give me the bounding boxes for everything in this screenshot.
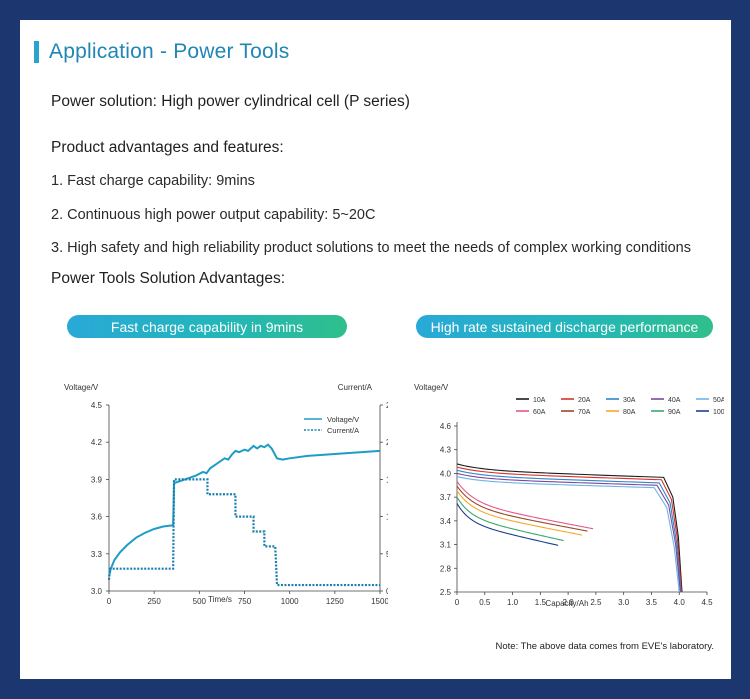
y-tick-label: 4.2 xyxy=(91,438,103,447)
feature-item: 3. High safety and high reliability prod… xyxy=(51,240,691,256)
discharge-chart: Voltage/V Capacity/Ah 0 0.5 1.0 1.5 2.0 2.5 3.… xyxy=(414,383,724,608)
fast-charge-chart: Voltage/V Current/A Time/s 0 250 500 750 100… xyxy=(64,383,388,606)
y2-tick-label: 25 xyxy=(386,401,388,410)
series-line xyxy=(456,472,681,593)
legend-label: 20A xyxy=(578,397,591,404)
y2-tick-label: 5 xyxy=(386,550,388,559)
series-line xyxy=(456,503,559,546)
y-tick-label: 3.9 xyxy=(91,475,103,484)
y-tick-label: 3.3 xyxy=(91,550,103,559)
series-line xyxy=(456,469,682,593)
x-tick-label: 1500 xyxy=(371,597,388,606)
x-tick-label: 1.5 xyxy=(535,598,547,607)
y-tick-label: 3.7 xyxy=(440,493,452,502)
x-axis-label: Capacity/Ah xyxy=(545,599,588,608)
x-axis-label: Time/s xyxy=(208,595,232,604)
legend-label: 80A xyxy=(623,409,636,416)
series-line xyxy=(456,466,682,593)
x-tick-label: 3.5 xyxy=(646,598,658,607)
x-tick-label: 3.0 xyxy=(618,598,630,607)
legend-label: 70A xyxy=(578,409,591,416)
series-line xyxy=(456,463,683,593)
y-tick-label: 4.5 xyxy=(91,401,103,410)
legend-label: 50A xyxy=(713,397,724,404)
x-tick-label: 1000 xyxy=(281,597,299,606)
y-tick-label: 4.6 xyxy=(440,422,452,431)
x-tick-label: 4.0 xyxy=(674,598,686,607)
chart-legend: Voltage/V Current/A xyxy=(304,415,359,435)
series-line xyxy=(456,476,680,593)
page-title: Application - Power Tools xyxy=(49,40,290,63)
x-tick-label: 1250 xyxy=(326,597,344,606)
y-tick-label: 3.1 xyxy=(440,541,452,550)
legend-label: 100A xyxy=(713,409,724,416)
advantages-heading: Product advantages and features: xyxy=(51,139,284,156)
title-row: Application - Power Tools xyxy=(34,40,289,64)
feature-item: 1. Fast charge capability: 9mins xyxy=(51,173,255,189)
legend-label: 30A xyxy=(623,397,636,404)
fast-charge-pill: Fast charge capability in 9mins xyxy=(67,315,347,338)
x-tick-label: 0 xyxy=(107,597,112,606)
x-tick-label: 4.5 xyxy=(701,598,713,607)
chart-axes: 0 250 500 750 1000 1250 15003.03.33.63.94.24.5… xyxy=(91,401,388,606)
x-tick-label: 0.5 xyxy=(479,598,491,607)
solution-heading: Power Tools Solution Advantages: xyxy=(51,270,286,287)
y-tick-label: 4.0 xyxy=(440,469,452,478)
x-tick-label: 0 xyxy=(455,598,460,607)
content-card: Application - Power Tools Power solution… xyxy=(20,20,731,679)
y-tick-label: 2.8 xyxy=(440,564,452,573)
series-line xyxy=(456,490,583,536)
y2-axis-label: Current/A xyxy=(338,383,373,392)
x-tick-label: 2.0 xyxy=(563,598,575,607)
chart-legend: 10A 20A 30A 40A 50A 60A 70A 80A 90A 100A xyxy=(516,397,724,416)
y-axis-label: Voltage/V xyxy=(414,383,449,392)
x-tick-label: 250 xyxy=(147,597,161,606)
title-accent-bar xyxy=(34,41,39,63)
chart-series xyxy=(107,443,381,587)
feature-item: 2. Continuous high power output capabili… xyxy=(51,207,376,223)
y-tick-label: 3.0 xyxy=(91,587,103,596)
y-tick-label: 3.4 xyxy=(440,517,452,526)
legend-label: 60A xyxy=(533,409,546,416)
chart-series xyxy=(456,463,683,593)
series-line xyxy=(456,496,564,542)
series-line xyxy=(456,485,588,532)
x-tick-label: 2.5 xyxy=(590,598,602,607)
x-tick-label: 750 xyxy=(238,597,252,606)
legend-label: 10A xyxy=(533,397,546,404)
y2-tick-label: 0 xyxy=(386,587,388,596)
current-series-line xyxy=(107,478,380,587)
legend-label: Voltage/V xyxy=(327,415,359,424)
series-line xyxy=(456,481,594,530)
y-tick-label: 4.3 xyxy=(440,446,452,455)
y-tick-label: 3.6 xyxy=(91,513,103,522)
legend-label: Current/A xyxy=(327,426,359,435)
y2-tick-label: 15 xyxy=(386,475,388,484)
x-tick-label: 500 xyxy=(193,597,207,606)
y-tick-label: 2.5 xyxy=(440,588,452,597)
legend-label: 40A xyxy=(668,397,681,404)
power-solution-text: Power solution: High power cylindrical c… xyxy=(51,93,410,110)
voltage-series-line xyxy=(108,443,381,577)
chart-axes: 0 0.5 1.0 1.5 2.0 2.5 3.0 3.5 4.0 4.5 2.5 2.8 3.1 3.4… xyxy=(440,422,713,607)
legend-label: 90A xyxy=(668,409,681,416)
y2-tick-label: 10 xyxy=(386,513,388,522)
data-source-note: Note: The above data comes from EVE's la… xyxy=(495,641,715,652)
y-axis-label: Voltage/V xyxy=(64,383,99,392)
y2-tick-label: 20 xyxy=(386,438,388,447)
x-tick-label: 1.0 xyxy=(507,598,519,607)
discharge-performance-pill: High rate sustained discharge performanc… xyxy=(416,315,713,338)
